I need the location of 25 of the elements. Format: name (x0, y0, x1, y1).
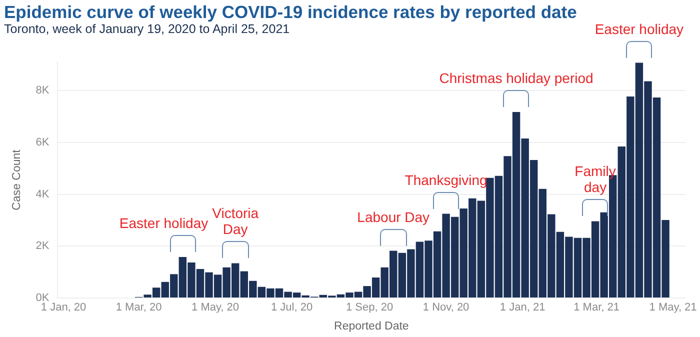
x-tick-label: 1 May, 20 (192, 302, 240, 314)
annotation: Victoria Day (212, 204, 259, 238)
y-tick-label: 0K (36, 292, 50, 304)
annotation: Easter holiday (119, 215, 208, 232)
x-tick-label: 1 Nov, 20 (422, 302, 470, 314)
y-tick-label: 8K (36, 84, 50, 97)
chart-title: Epidemic curve of weekly COVID-19 incidence rates by reported date (4, 2, 577, 23)
x-tick-label: 1 Sep, 20 (346, 302, 394, 314)
annotation: Labour Day (357, 209, 430, 226)
x-axis-title: Reported Date (334, 320, 409, 332)
x-tick-label: 1 May, 21 (649, 302, 697, 314)
x-tick-label: 1 Mar, 20 (116, 302, 162, 314)
annotation: Thanksgiving (404, 172, 488, 189)
y-tick-label: 2K (36, 240, 50, 252)
annotation: Easter holiday (594, 20, 684, 38)
x-tick-label: 1 Jan, 20 (40, 302, 86, 314)
chart-subtitle: Toronto, week of January 19, 2020 to April 25, 2021 (4, 22, 290, 36)
annotation: Family day (574, 162, 616, 196)
x-tick-label: 1 Jul, 20 (270, 302, 313, 314)
y-tick-label: 6K (36, 136, 50, 148)
x-tick-label: 1 Jan, 21 (500, 302, 546, 314)
annotation: Christmas holiday period (439, 70, 594, 88)
y-tick-label: 4K (36, 188, 50, 200)
y-axis-title: Case Count (11, 148, 24, 210)
x-tick-label: 1 Mar, 21 (574, 302, 620, 314)
